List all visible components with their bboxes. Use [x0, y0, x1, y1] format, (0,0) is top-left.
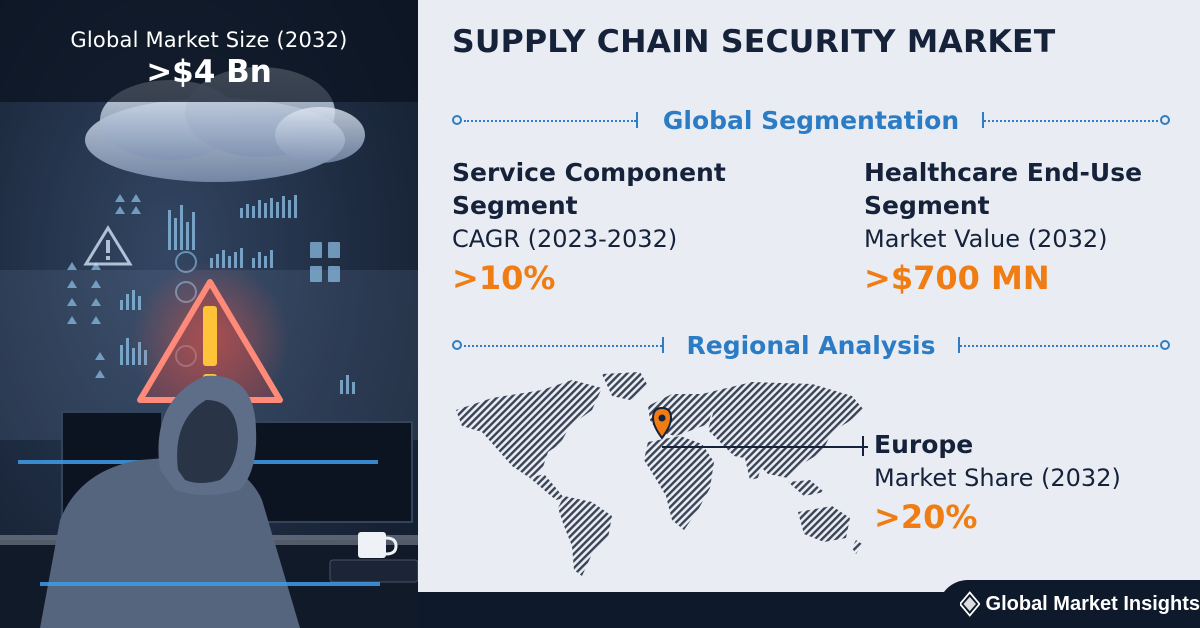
service-component-value: >10% [452, 259, 556, 297]
region-name: Europe [874, 430, 974, 459]
region-metric: Market Share (2032) [874, 464, 1121, 492]
brand-badge: Global Market Insights [938, 580, 1200, 628]
brand-name: Global Market Insights [985, 592, 1200, 615]
healthcare-value: >$700 MN [864, 259, 1050, 297]
service-component-title-2: Segment [452, 191, 578, 220]
europe-connector-line [662, 446, 868, 448]
hacker-illustration [0, 0, 418, 628]
service-component-title-1: Service Component [452, 158, 726, 187]
healthcare-metric: Market Value (2032) [864, 225, 1108, 253]
warning-icon [83, 225, 133, 266]
hero-stat-label: Global Market Size (2032) [70, 28, 348, 52]
gmi-diamond-logo-icon [960, 591, 980, 617]
europe-stat: Europe Market Share (2032) >20% [874, 428, 1121, 539]
hero-stat-header: Global Market Size (2032) >$4 Bn [0, 0, 418, 102]
healthcare-title-2: Segment [864, 191, 990, 220]
global-segmentation-divider: Global Segmentation [452, 106, 1170, 136]
healthcare-end-use-stat: Healthcare End-Use Segment Market Value … [864, 156, 1142, 300]
region-value: >20% [874, 498, 978, 536]
service-component-stat: Service Component Segment CAGR (2023-203… [452, 156, 726, 300]
page-title: SUPPLY CHAIN SECURITY MARKET [452, 24, 1056, 60]
healthcare-title-1: Healthcare End-Use [864, 158, 1143, 187]
regional-analysis-divider: Regional Analysis [452, 331, 1170, 361]
coffee-mug-icon [358, 532, 398, 558]
service-component-metric: CAGR (2023-2032) [452, 225, 678, 253]
location-pin-icon [651, 406, 673, 440]
hero-image-panel: Global Market Size (2032) >$4 Bn [0, 0, 418, 628]
world-map [452, 370, 872, 580]
regional-heading: Regional Analysis [686, 331, 936, 360]
document-icons [310, 242, 340, 282]
segmentation-heading: Global Segmentation [662, 106, 960, 135]
europe-connector-tick [862, 436, 864, 456]
hero-stat-value: >$4 Bn [146, 54, 272, 90]
